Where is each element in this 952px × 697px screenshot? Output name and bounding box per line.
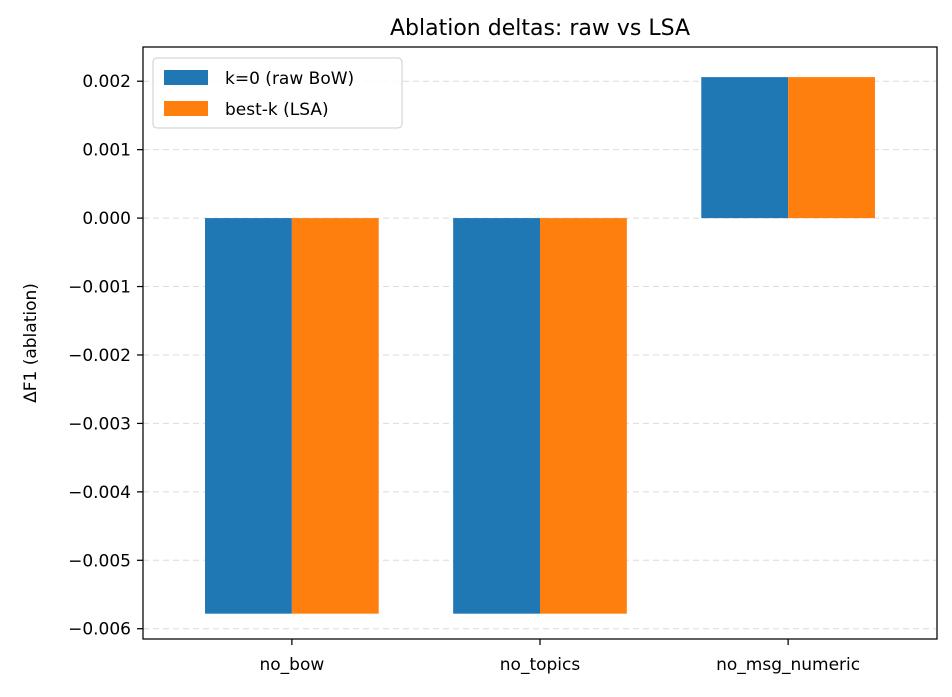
y-tick-label: 0.001	[82, 141, 131, 161]
y-tick-label: −0.005	[68, 551, 131, 571]
legend-label-raw-bow: k=0 (raw BoW)	[225, 69, 354, 89]
bar-no_topics-series-0	[453, 218, 540, 614]
y-tick-label: −0.001	[68, 278, 131, 298]
x-tick-label: no_msg_numeric	[716, 655, 860, 675]
bar-no_bow-series-1	[291, 218, 379, 614]
legend-label-lsa: best-k (LSA)	[225, 100, 329, 120]
y-tick-label: −0.006	[68, 620, 131, 640]
bar-no_msg_numeric-series-0	[701, 77, 789, 219]
y-axis-label: ΔF1 (ablation)	[21, 283, 41, 403]
x-tick-label: no_topics	[500, 655, 581, 675]
legend-swatch-lsa	[164, 101, 208, 116]
x-tick-label: no_bow	[259, 655, 324, 675]
bar-layer	[205, 77, 875, 614]
legend-swatch-raw-bow	[164, 70, 208, 85]
y-axis-ticks: 0.002 0.001 0.000 −0.001 −0.002 −0.003 −0.004 −…	[68, 72, 143, 640]
legend: k=0 (raw BoW) best-k (LSA)	[152, 57, 403, 129]
x-axis-ticks: no_bow no_topics no_msg_numeric	[259, 639, 860, 675]
y-tick-label: 0.000	[82, 209, 131, 229]
y-tick-label: −0.003	[68, 414, 131, 434]
bar-no_msg_numeric-series-1	[788, 77, 875, 219]
y-tick-label: −0.004	[68, 483, 131, 503]
legend-box	[152, 57, 403, 129]
bar-no_bow-series-0	[205, 218, 292, 614]
y-tick-label: −0.002	[68, 346, 131, 366]
y-tick-label: 0.002	[82, 72, 131, 92]
chart-title: Ablation deltas: raw vs LSA	[390, 16, 690, 41]
bar-no_topics-series-1	[540, 218, 627, 614]
